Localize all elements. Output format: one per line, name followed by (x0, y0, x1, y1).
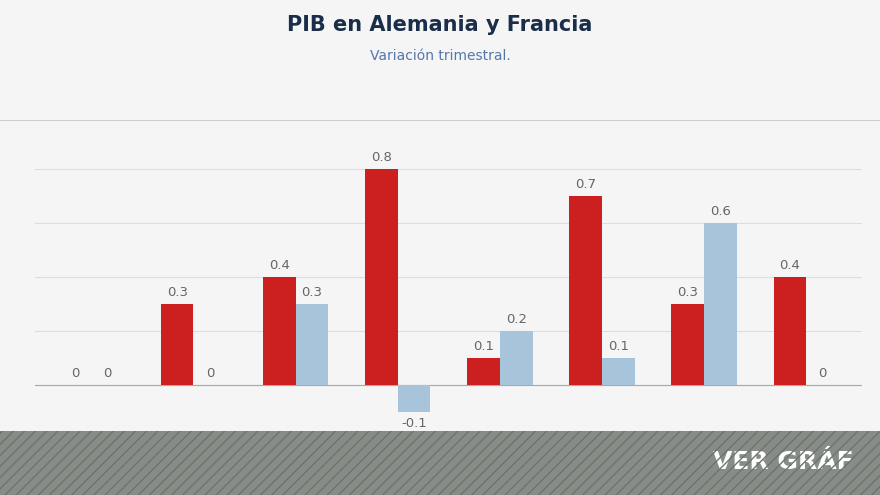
Text: 0.4: 0.4 (268, 259, 290, 272)
Text: 0.6: 0.6 (710, 205, 731, 218)
Text: 0.3: 0.3 (678, 286, 698, 299)
Text: 0: 0 (71, 367, 79, 380)
Text: Variación trimestral.: Variación trimestral. (370, 50, 510, 63)
Bar (602, 358, 634, 385)
Text: PIB en Alemania y Francia: PIB en Alemania y Francia (287, 15, 593, 35)
Text: VER GRÁF: VER GRÁF (713, 449, 854, 474)
Bar (500, 331, 532, 385)
Text: 0.3: 0.3 (166, 286, 187, 299)
Bar (704, 223, 737, 385)
Bar (671, 304, 704, 385)
Text: 0.7: 0.7 (576, 178, 596, 192)
Text: 0.1: 0.1 (608, 341, 629, 353)
Bar (161, 304, 194, 385)
Bar (467, 358, 500, 385)
Bar (263, 277, 296, 385)
Text: -0.1: -0.1 (401, 417, 427, 430)
Text: 0.4: 0.4 (780, 259, 800, 272)
Bar (569, 196, 602, 385)
Bar (398, 385, 430, 412)
Text: 0.8: 0.8 (371, 151, 392, 164)
Text: 0.2: 0.2 (506, 313, 527, 326)
Text: 0: 0 (818, 367, 826, 380)
Text: 0.1: 0.1 (473, 341, 494, 353)
Text: 0: 0 (104, 367, 112, 380)
Text: 0: 0 (206, 367, 214, 380)
Bar (774, 277, 806, 385)
Bar (296, 304, 328, 385)
Text: 0.3: 0.3 (302, 286, 322, 299)
Bar (365, 169, 398, 385)
